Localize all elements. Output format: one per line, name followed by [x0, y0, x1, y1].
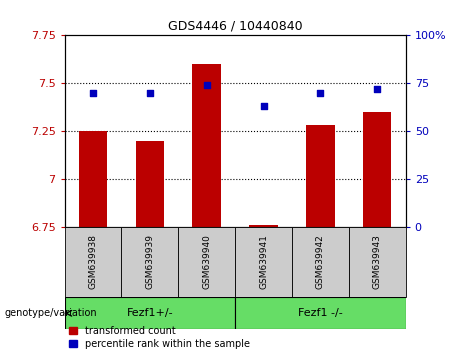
- Point: [317, 90, 324, 96]
- Text: Fezf1+/-: Fezf1+/-: [126, 308, 173, 318]
- Bar: [136, 141, 164, 227]
- Bar: [193, 64, 221, 227]
- Bar: [79, 131, 107, 227]
- Point: [373, 86, 381, 92]
- Bar: [65, 227, 121, 297]
- Bar: [65, 297, 235, 329]
- Bar: [292, 227, 349, 297]
- Bar: [363, 112, 391, 227]
- Bar: [178, 227, 235, 297]
- Bar: [235, 227, 292, 297]
- Point: [89, 90, 97, 96]
- Text: Fezf1 -/-: Fezf1 -/-: [298, 308, 343, 318]
- Text: GSM639940: GSM639940: [202, 234, 211, 290]
- Point: [260, 103, 267, 109]
- Bar: [306, 125, 335, 227]
- Text: GSM639939: GSM639939: [145, 234, 154, 290]
- Bar: [249, 225, 278, 227]
- Text: GSM639942: GSM639942: [316, 235, 325, 289]
- Bar: [349, 227, 406, 297]
- Bar: [235, 297, 406, 329]
- Title: GDS4446 / 10440840: GDS4446 / 10440840: [168, 20, 302, 33]
- Text: GSM639943: GSM639943: [373, 234, 382, 290]
- Bar: [121, 227, 178, 297]
- Point: [203, 82, 210, 88]
- Text: GSM639941: GSM639941: [259, 234, 268, 290]
- Legend: transformed count, percentile rank within the sample: transformed count, percentile rank withi…: [70, 326, 250, 349]
- Text: genotype/variation: genotype/variation: [5, 308, 97, 318]
- Point: [146, 90, 154, 96]
- Text: GSM639938: GSM639938: [89, 234, 97, 290]
